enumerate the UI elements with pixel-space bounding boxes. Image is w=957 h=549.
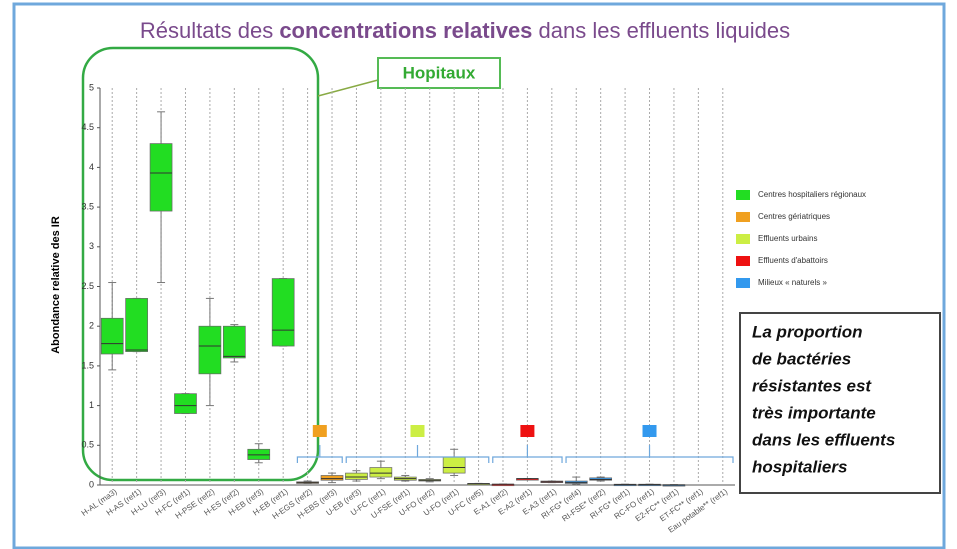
y-tick-label: 3.5 bbox=[81, 201, 94, 211]
y-tick-label: 2.5 bbox=[81, 281, 94, 291]
note-line: La proportion bbox=[752, 322, 862, 341]
legend-label: Centres gériatriques bbox=[758, 212, 830, 221]
y-tick-label: 5 bbox=[89, 82, 94, 92]
box bbox=[125, 298, 148, 352]
legend-label: Effluents urbains bbox=[758, 234, 817, 243]
note-line: hospitaliers bbox=[752, 457, 847, 476]
group-bracket bbox=[296, 445, 343, 463]
note-line: résistantes est bbox=[752, 376, 872, 395]
y-tick-label: 4 bbox=[89, 162, 94, 172]
title-part: dans les effluents liquides bbox=[532, 18, 790, 43]
slide-title: Résultats des concentrations relatives d… bbox=[140, 18, 790, 43]
legend-swatch bbox=[736, 278, 750, 288]
note-line: de bactéries bbox=[752, 349, 851, 368]
box bbox=[345, 472, 368, 480]
group-bracket bbox=[492, 445, 563, 463]
legend-swatch bbox=[736, 212, 750, 222]
legend-swatch bbox=[736, 234, 750, 244]
hospital-highlight bbox=[81, 46, 320, 482]
box bbox=[369, 467, 393, 478]
y-tick-label: 1.5 bbox=[81, 360, 94, 370]
legend-label: Milieux « naturels » bbox=[758, 278, 827, 287]
group-bracket bbox=[565, 445, 734, 463]
callout-box bbox=[377, 57, 501, 89]
legend-label: Centres hospitaliers régionaux bbox=[758, 190, 866, 199]
group-marker bbox=[520, 425, 535, 437]
legend-swatch bbox=[736, 256, 750, 266]
box bbox=[198, 325, 222, 375]
callout-text: Hopitaux bbox=[403, 63, 476, 82]
y-tick-label: 2 bbox=[89, 321, 94, 331]
note-box bbox=[739, 312, 941, 494]
group-marker bbox=[312, 425, 327, 437]
y-tick-label: 4.5 bbox=[81, 122, 94, 132]
y-tick-label: 3 bbox=[89, 241, 94, 251]
box bbox=[271, 278, 295, 347]
box bbox=[174, 393, 197, 414]
group-marker bbox=[410, 425, 425, 437]
box bbox=[100, 317, 124, 355]
title-part: concentrations relatives bbox=[279, 18, 532, 43]
callout-pointer bbox=[317, 79, 379, 97]
y-tick-label: 1 bbox=[89, 400, 94, 410]
y-tick-label: 0 bbox=[89, 479, 94, 489]
y-tick-label: 0.5 bbox=[81, 440, 94, 450]
legend-swatch bbox=[736, 190, 750, 200]
group-marker bbox=[642, 425, 657, 437]
y-axis-label: Abondance relative des IR bbox=[50, 216, 62, 354]
group-bracket bbox=[345, 445, 490, 463]
box bbox=[222, 325, 246, 359]
box bbox=[149, 143, 173, 212]
legend-label: Effluents d'abattoirs bbox=[758, 256, 828, 265]
box bbox=[320, 475, 344, 481]
title-part: Résultats des bbox=[140, 18, 279, 43]
box bbox=[442, 456, 466, 474]
note-line: dans les effluents bbox=[752, 430, 895, 449]
note-line: très importante bbox=[752, 403, 876, 422]
